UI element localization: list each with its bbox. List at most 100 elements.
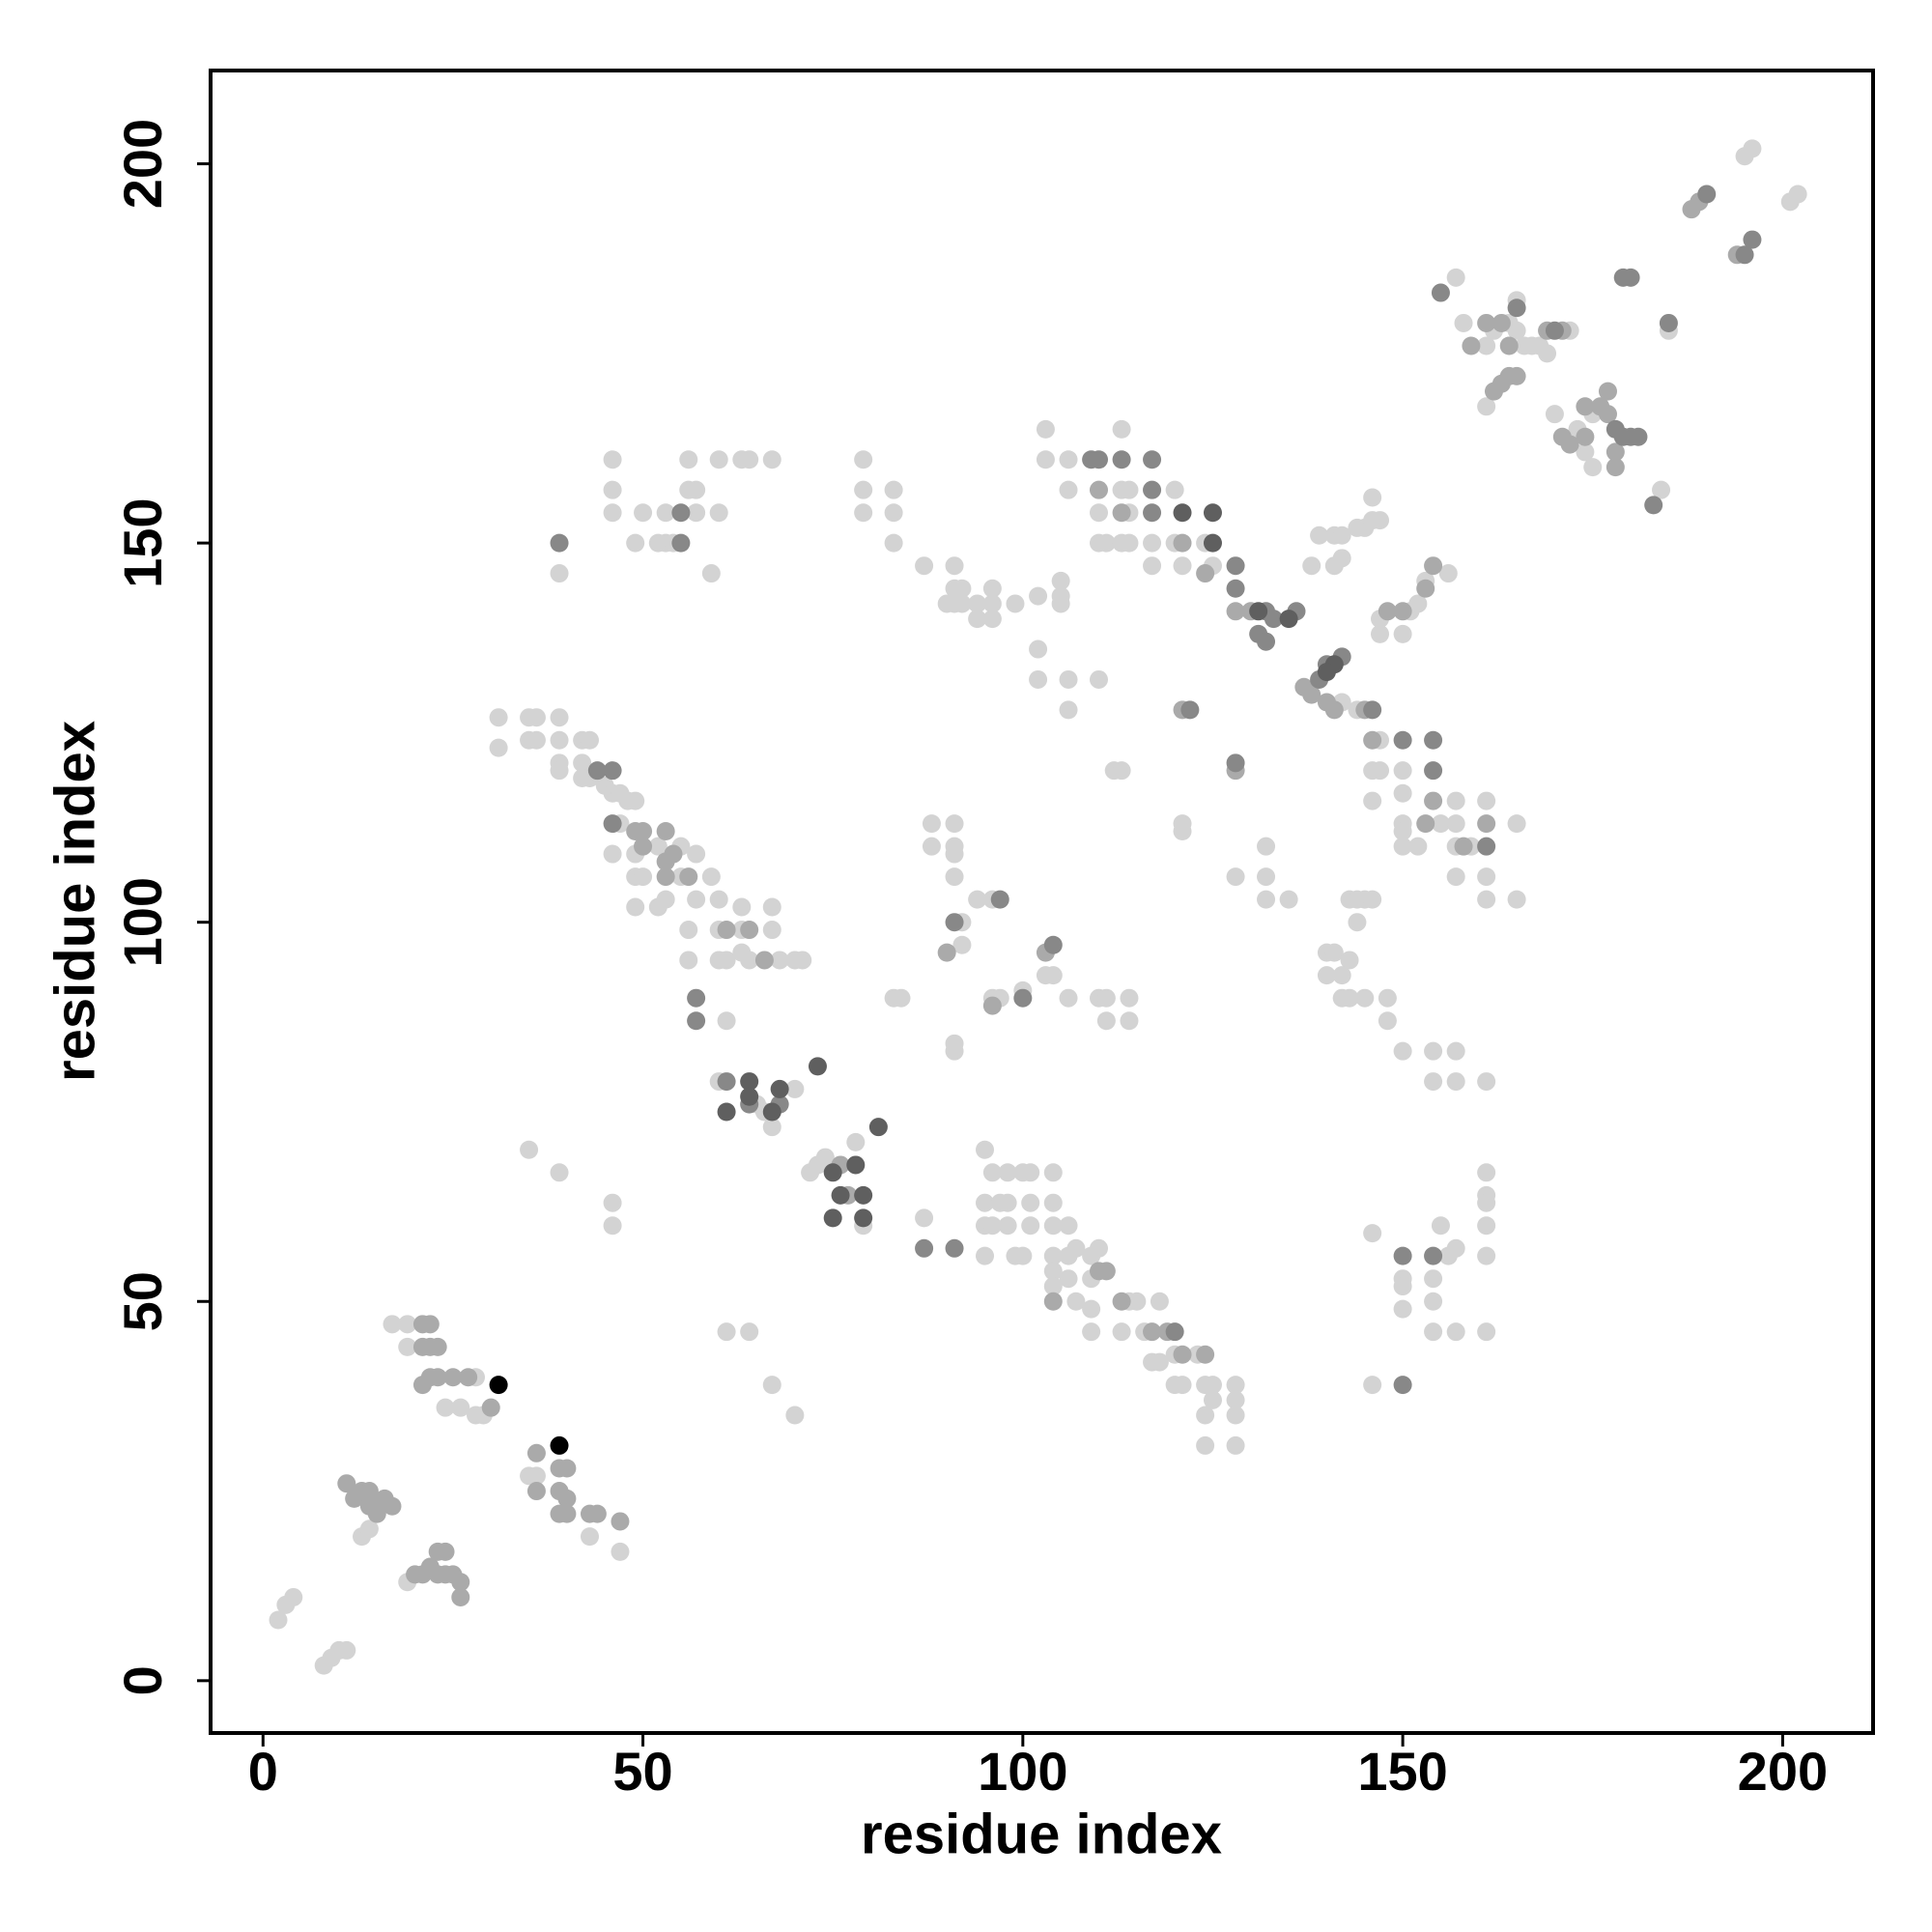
contact-point: [982, 579, 1002, 598]
contact-point: [1332, 526, 1351, 545]
contact-point: [846, 1155, 866, 1175]
contact-point: [976, 1246, 995, 1265]
contact-point: [489, 738, 508, 757]
contact-point: [1203, 503, 1222, 523]
contact-point: [1462, 336, 1481, 355]
contact-point: [398, 1337, 417, 1356]
contact-point: [1226, 602, 1245, 621]
contact-point: [952, 579, 972, 598]
contact-point: [1066, 1238, 1086, 1258]
contact-point: [1363, 488, 1382, 507]
contact-point: [656, 890, 675, 909]
contact-point: [1393, 1041, 1412, 1061]
contact-point: [709, 450, 728, 469]
contact-point: [1438, 1246, 1458, 1265]
contact-point: [383, 1496, 402, 1516]
contact-point: [1446, 867, 1465, 887]
contact-point: [1112, 419, 1131, 439]
contact-point: [1096, 988, 1116, 1008]
contact-point: [611, 1512, 630, 1531]
contact-point: [679, 921, 698, 940]
contact-point: [1279, 610, 1298, 629]
contact-point: [823, 1208, 842, 1228]
contact-point: [1393, 1246, 1412, 1265]
contact-point: [1363, 890, 1382, 909]
contact-point: [945, 814, 964, 834]
x-tick-label: 100: [978, 1741, 1067, 1802]
contact-point: [1735, 245, 1754, 265]
x-tick-label: 0: [248, 1741, 278, 1802]
contact-point: [1363, 791, 1382, 810]
contact-point: [1112, 1292, 1131, 1311]
contact-point: [1629, 427, 1648, 446]
contact-point: [603, 761, 622, 781]
contact-point: [701, 867, 721, 887]
contact-point: [1378, 988, 1397, 1008]
contact-point: [687, 1011, 706, 1031]
contact-point: [603, 503, 622, 523]
contact-point: [1173, 503, 1192, 523]
contact-point: [785, 1406, 805, 1425]
contact-point: [420, 1315, 440, 1334]
contact-point: [1424, 1269, 1443, 1289]
contact-point: [687, 503, 706, 523]
contact-point: [1173, 1345, 1192, 1364]
contact-point: [1605, 442, 1625, 462]
contact-point: [1096, 533, 1116, 553]
contact-point: [1226, 753, 1245, 773]
contact-point: [1029, 586, 1048, 606]
contact-point: [1507, 321, 1526, 340]
contact-point: [1576, 397, 1595, 416]
contact-point: [1082, 1322, 1101, 1342]
contact-point: [526, 730, 546, 750]
contact-point: [785, 1079, 805, 1098]
contact-point: [1538, 344, 1557, 363]
contact-point: [1043, 1216, 1063, 1236]
contact-point: [1477, 1193, 1496, 1212]
contact-point: [1378, 1011, 1397, 1031]
contact-point: [1059, 480, 1078, 499]
contact-point: [717, 1072, 736, 1092]
contact-point: [1416, 579, 1435, 598]
contact-point: [1363, 1376, 1382, 1395]
contact-point: [1059, 700, 1078, 720]
contact-point: [854, 1208, 873, 1228]
contact-point: [1013, 988, 1033, 1008]
contact-point: [808, 1057, 827, 1076]
contact-point: [1576, 442, 1595, 462]
contact-point: [526, 708, 546, 727]
contact-point: [550, 1435, 569, 1455]
contact-point: [1652, 480, 1671, 499]
contact-point: [1545, 405, 1564, 424]
contact-point: [428, 1368, 447, 1387]
contact-point: [1477, 890, 1496, 909]
contact-point: [626, 791, 645, 810]
contact-point: [687, 890, 706, 909]
contact-point: [968, 890, 987, 909]
contact-point: [1112, 450, 1131, 469]
contact-point: [740, 1322, 759, 1342]
contact-point: [709, 503, 728, 523]
contact-point: [1302, 556, 1321, 576]
contact-point: [557, 1504, 577, 1523]
contact-point: [451, 1573, 470, 1592]
contact-point: [1408, 837, 1428, 856]
contact-point: [1507, 814, 1526, 834]
contact-point: [1112, 1322, 1131, 1342]
contact-point: [1120, 988, 1139, 1008]
contact-point: [1249, 602, 1268, 621]
contact-point: [1051, 571, 1070, 590]
contact-point: [1021, 1163, 1040, 1182]
y-tick-label: 200: [112, 119, 173, 209]
contact-point: [550, 730, 569, 750]
contact-point: [1621, 268, 1640, 287]
contact-point: [1143, 533, 1162, 553]
contact-point: [1165, 480, 1184, 499]
contact-point: [481, 1398, 500, 1417]
contact-point: [1036, 419, 1055, 439]
contact-point: [603, 480, 622, 499]
contact-point: [1454, 837, 1473, 856]
contact-point: [603, 814, 622, 834]
contact-point: [922, 837, 941, 856]
contact-point: [557, 1489, 577, 1508]
